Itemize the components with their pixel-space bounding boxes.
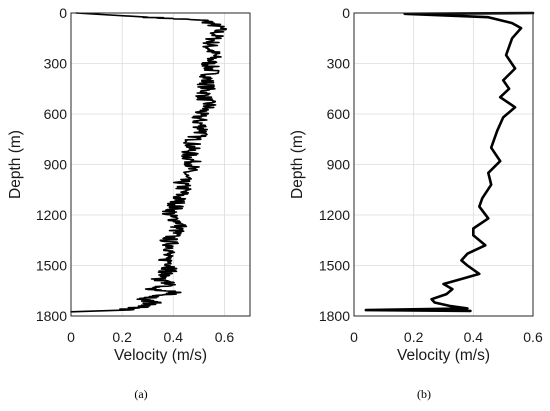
panel-b-y-axis-label: Depth (m): [289, 130, 306, 199]
y-tick-label: 1200: [36, 207, 67, 223]
y-tick-label: 0: [342, 5, 350, 21]
y-tick-label: 300: [327, 56, 351, 72]
panel-b-y-ticks: 0 300 600 900 1200 1500 1800: [319, 5, 350, 324]
panel-a-x-ticks: 0 0.2 0.4 0.6: [67, 329, 234, 345]
y-tick-label: 1800: [319, 308, 350, 324]
x-tick-label: 0.4: [464, 329, 484, 345]
panel-b-x-axis-label: Velocity (m/s): [397, 347, 490, 364]
panel-b-series: [364, 11, 535, 313]
x-tick-label: 0: [350, 329, 358, 345]
y-tick-label: 900: [44, 157, 68, 173]
panel-a-label: (a): [134, 387, 147, 401]
panel-a-plot-frame: [70, 12, 251, 317]
y-tick-label: 0: [59, 5, 67, 21]
y-tick-label: 300: [44, 56, 68, 72]
panel-a: 0 0.2 0.4 0.6 0 300 600 900 1200 1500 1800 Veloci…: [7, 5, 251, 401]
y-tick-label: 1500: [319, 258, 350, 274]
y-tick-label: 1200: [319, 207, 350, 223]
y-tick-label: 900: [327, 157, 351, 173]
x-tick-label: 0.4: [164, 329, 184, 345]
panel-b-grid: [353, 12, 534, 317]
panel-a-y-axis-label: Depth (m): [7, 130, 24, 199]
panel-a-y-ticks: 0 300 600 900 1200 1500 1800: [36, 5, 67, 324]
y-tick-label: 1800: [36, 308, 67, 324]
panel-b-plot-frame: [353, 12, 534, 317]
panel-a-series: [70, 12, 228, 313]
velocity-profile-line: [364, 11, 535, 313]
velocity-profile-line: [70, 12, 228, 313]
x-tick-label: 0.2: [404, 329, 424, 345]
y-tick-label: 600: [327, 106, 351, 122]
x-tick-label: 0: [67, 329, 75, 345]
panel-b-label: (b): [417, 387, 431, 401]
y-tick-label: 600: [44, 106, 68, 122]
x-tick-label: 0.6: [215, 329, 235, 345]
panel-b-x-ticks: 0 0.2 0.4 0.6: [350, 329, 543, 345]
x-tick-label: 0.2: [112, 329, 132, 345]
panel-b: 0 0.2 0.4 0.6 0 300 600 900 1200 1500 1800 Veloci…: [289, 5, 543, 401]
panel-a-x-axis-label: Velocity (m/s): [114, 347, 207, 364]
y-tick-label: 1500: [36, 258, 67, 274]
x-tick-label: 0.6: [523, 329, 543, 345]
